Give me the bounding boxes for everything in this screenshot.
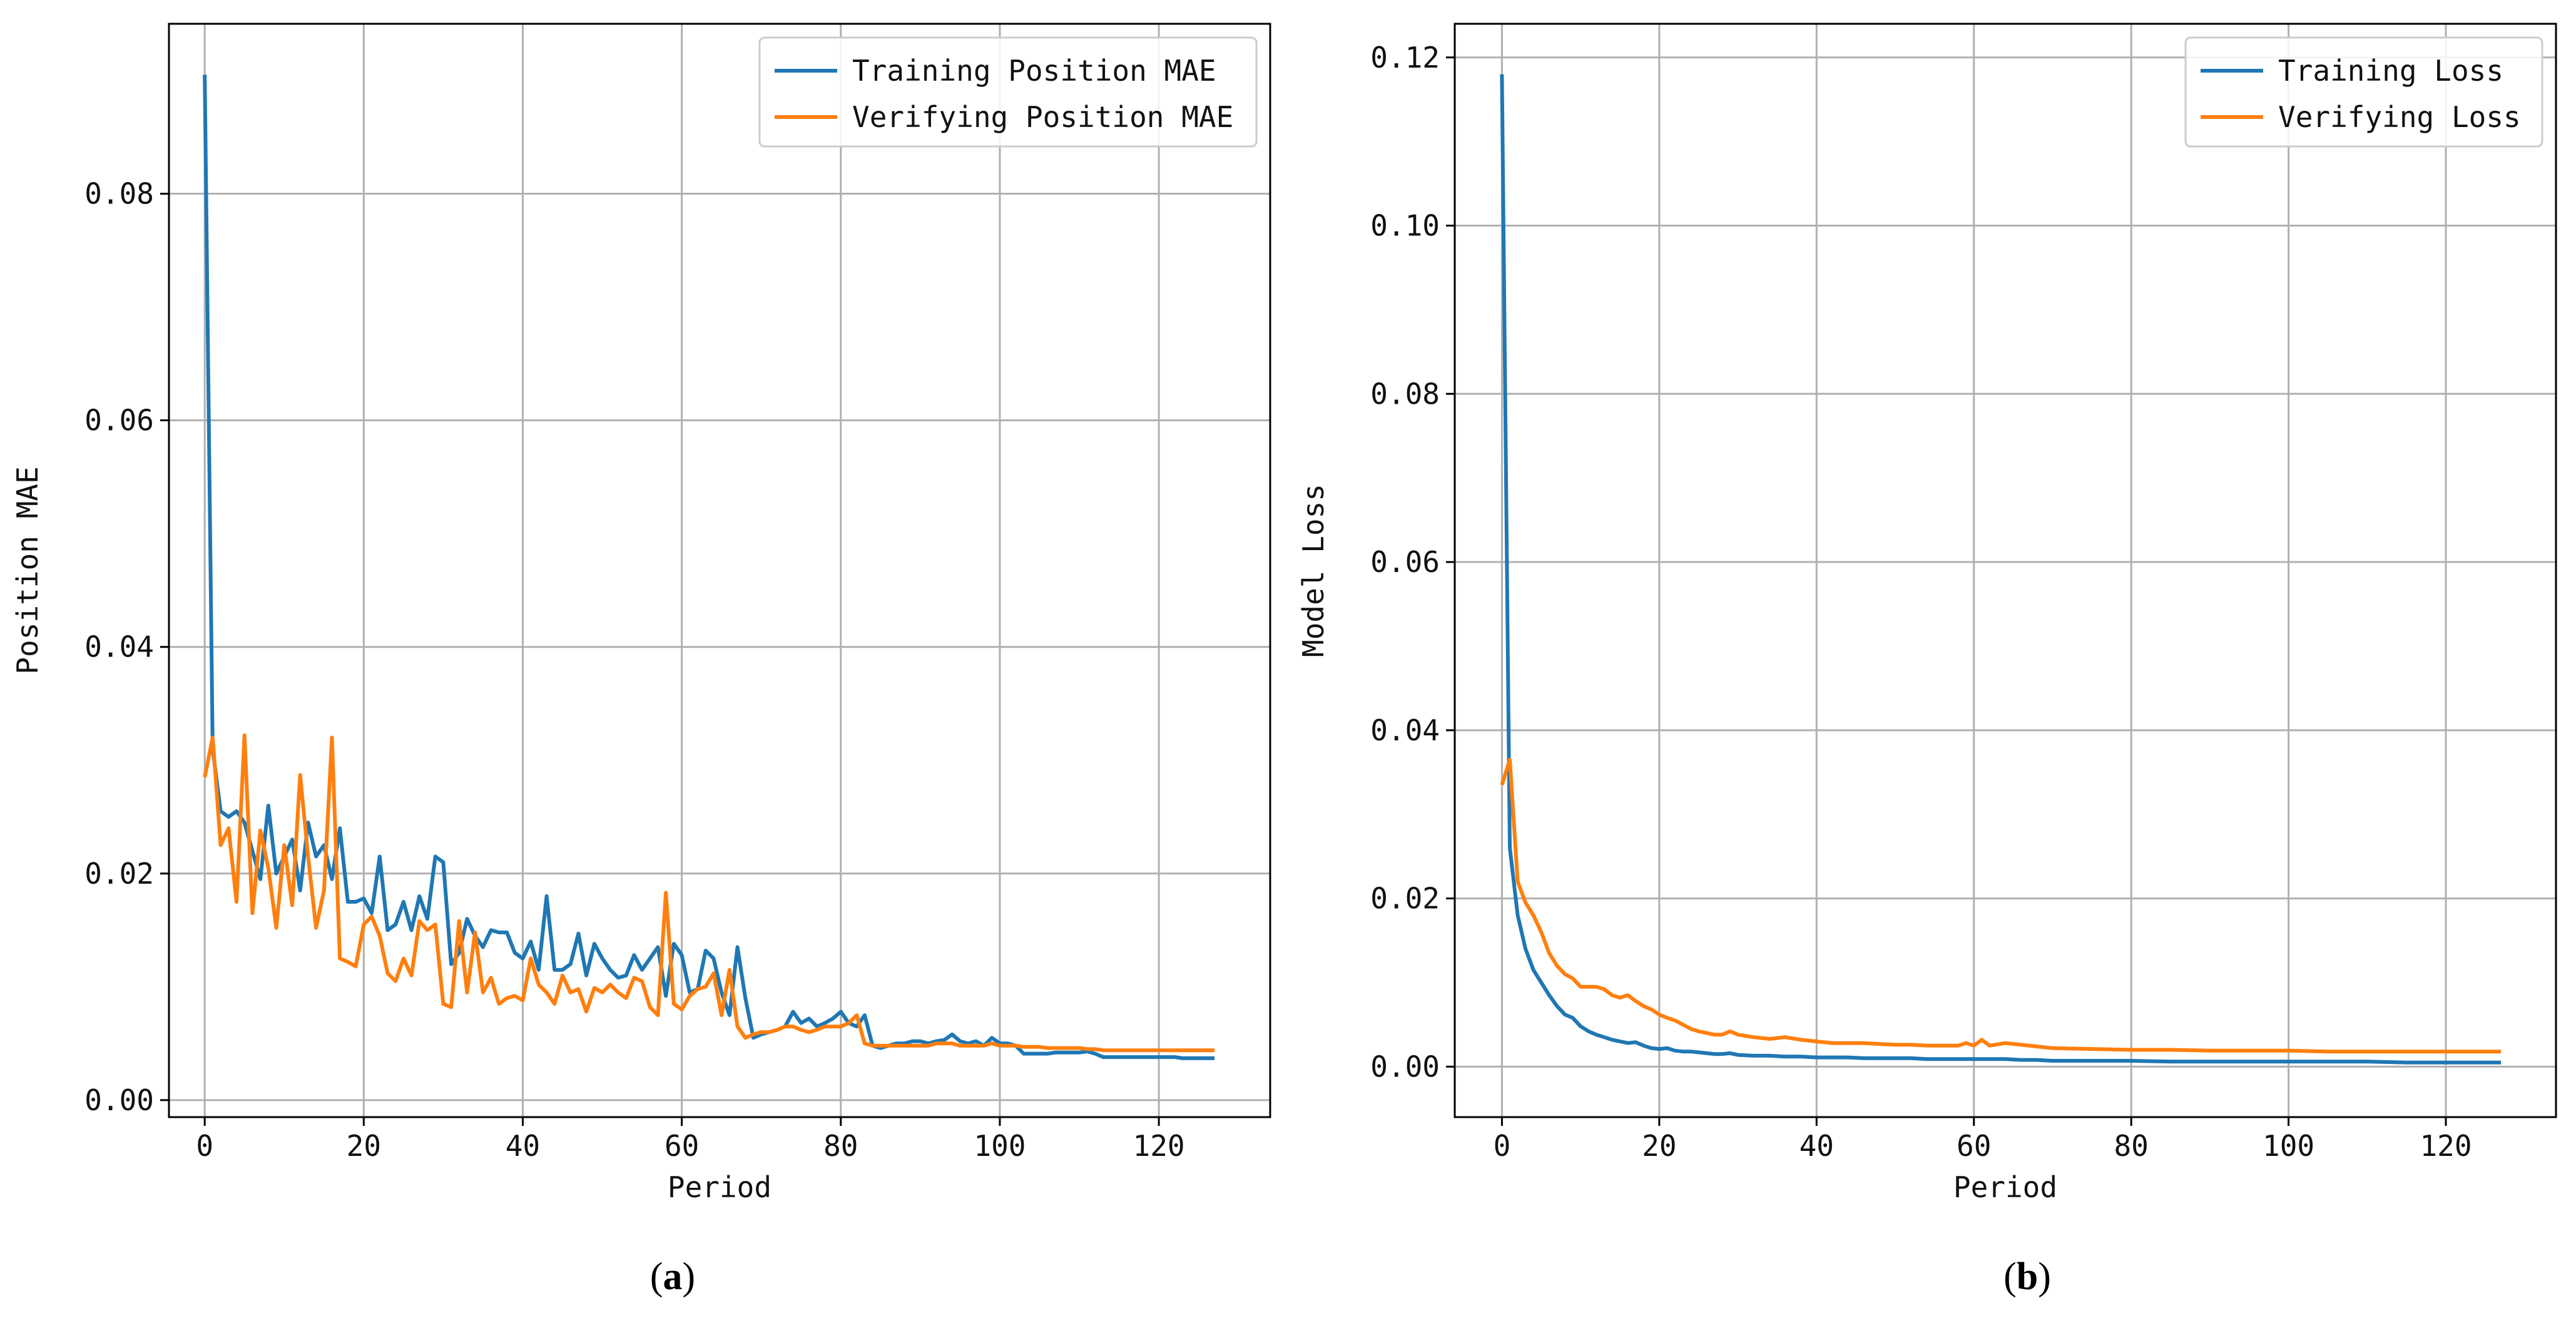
legend-box: [2184, 36, 2543, 148]
y-tick-label: 0.08: [84, 177, 154, 211]
legend-label: Training Loss: [2278, 54, 2503, 88]
series-line-training: [1500, 74, 2501, 1065]
legend: Training Loss Verifying Loss: [2184, 36, 2543, 148]
caption-close-paren: ): [683, 1255, 696, 1298]
y-tick-label: 0.06: [1370, 545, 1440, 579]
x-axis-label: Period: [668, 1170, 771, 1204]
y-tick-label: 0.08: [1370, 377, 1440, 411]
y-tick-label: 0.04: [1370, 713, 1440, 747]
caption-open-paren: (: [650, 1255, 663, 1298]
y-tick-label: 0.10: [1370, 209, 1440, 243]
caption-open-paren: (: [2003, 1255, 2017, 1298]
y-tick-label: 0.06: [84, 404, 154, 437]
x-tick-label: 100: [2263, 1129, 2314, 1163]
x-tick-label: 40: [506, 1129, 540, 1163]
plot-frame: [168, 23, 1271, 1118]
x-tick-label: 20: [1642, 1129, 1676, 1163]
x-tick-label: 0: [1494, 1129, 1511, 1163]
legend-label: Verifying Position MAE: [852, 100, 1233, 134]
series-line-verifying: [203, 733, 1214, 1053]
y-axis-label: Model Loss: [1296, 484, 1330, 657]
x-tick-label: 40: [1800, 1129, 1834, 1163]
y-tick-label: 0.02: [1370, 882, 1440, 916]
x-tick-label: 0: [196, 1129, 213, 1163]
series-line-training: [203, 74, 1214, 1060]
caption-close-paren: ): [2038, 1255, 2051, 1298]
legend: Training Position MAE Verifying Position …: [758, 36, 1258, 148]
legend-box: [758, 36, 1258, 148]
x-axis-label: Period: [1953, 1170, 2057, 1204]
y-tick-label: 0.12: [1370, 41, 1440, 74]
x-tick-label: 60: [664, 1129, 699, 1163]
y-axis-label: Position MAE: [11, 466, 44, 674]
x-tick-label: 120: [1133, 1129, 1185, 1163]
caption-letter: a: [663, 1255, 683, 1298]
panel-caption: (b): [2003, 1255, 2051, 1298]
y-tick-label: 0.02: [84, 857, 154, 891]
x-tick-label: 60: [1957, 1129, 1991, 1163]
x-tick-label: 100: [974, 1129, 1026, 1163]
x-tick-label: 20: [347, 1129, 381, 1163]
x-tick-label: 80: [2114, 1129, 2148, 1163]
panel-a: 0 20 40 60 80 100 120 0.00 0.02 0.04 0.06 0.08 Perio…: [11, 23, 1271, 1298]
x-tick-label: 80: [823, 1129, 858, 1163]
legend-label: Training Position MAE: [852, 54, 1216, 88]
panel-b: 0 20 40 60 80 100 120 0.00 0.02 0.04 0.06 0.08 0.10 0…: [1296, 23, 2557, 1298]
series-line-verifying: [1500, 757, 2501, 1054]
caption-letter: b: [2017, 1255, 2038, 1298]
panel-caption: (a): [650, 1255, 695, 1298]
y-tick-label: 0.00: [1370, 1050, 1440, 1083]
plot-frame: [1453, 23, 2557, 1118]
x-tick-label: 120: [2420, 1129, 2472, 1163]
y-tick-label: 0.04: [84, 630, 154, 664]
legend-label: Verifying Loss: [2278, 100, 2521, 134]
y-tick-label: 0.00: [84, 1083, 154, 1117]
